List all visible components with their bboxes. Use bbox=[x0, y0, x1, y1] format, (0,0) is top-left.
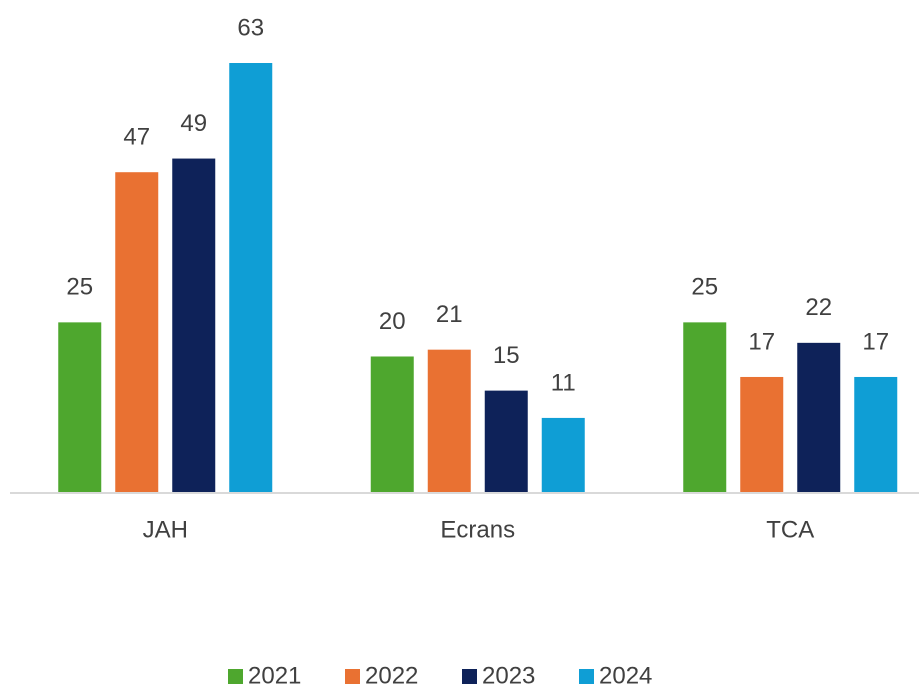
value-label: 21 bbox=[436, 301, 463, 328]
bar bbox=[229, 63, 273, 493]
bar bbox=[683, 322, 727, 493]
legend-label: 2023 bbox=[482, 662, 535, 689]
bar bbox=[541, 417, 585, 493]
x-tick-label: Ecrans bbox=[440, 516, 515, 543]
value-label: 15 bbox=[493, 342, 520, 369]
legend-swatch bbox=[579, 669, 594, 684]
legend-label: 2022 bbox=[365, 662, 418, 689]
value-label: 22 bbox=[805, 294, 832, 321]
bar bbox=[370, 356, 414, 493]
value-label: 25 bbox=[66, 274, 93, 301]
value-label: 63 bbox=[237, 14, 264, 41]
bar bbox=[484, 390, 528, 493]
value-label: 11 bbox=[551, 369, 576, 396]
value-label: 17 bbox=[862, 328, 889, 355]
value-label: 49 bbox=[180, 110, 207, 137]
value-label: 25 bbox=[691, 274, 718, 301]
bar bbox=[172, 158, 216, 494]
bar bbox=[797, 342, 841, 493]
bar bbox=[115, 172, 159, 493]
bar bbox=[854, 376, 898, 493]
value-label: 17 bbox=[748, 328, 775, 355]
bar bbox=[58, 322, 102, 493]
legend-swatch bbox=[462, 669, 477, 684]
legend-label: 2021 bbox=[248, 662, 301, 689]
bar bbox=[740, 376, 784, 493]
legend-swatch bbox=[228, 669, 243, 684]
bar bbox=[427, 349, 471, 493]
x-tick-label: JAH bbox=[143, 516, 188, 543]
legend-swatch bbox=[345, 669, 360, 684]
legend-label: 2024 bbox=[599, 662, 652, 689]
value-label: 47 bbox=[123, 124, 150, 151]
value-label: 20 bbox=[379, 308, 406, 335]
x-tick-label: TCA bbox=[766, 516, 814, 543]
